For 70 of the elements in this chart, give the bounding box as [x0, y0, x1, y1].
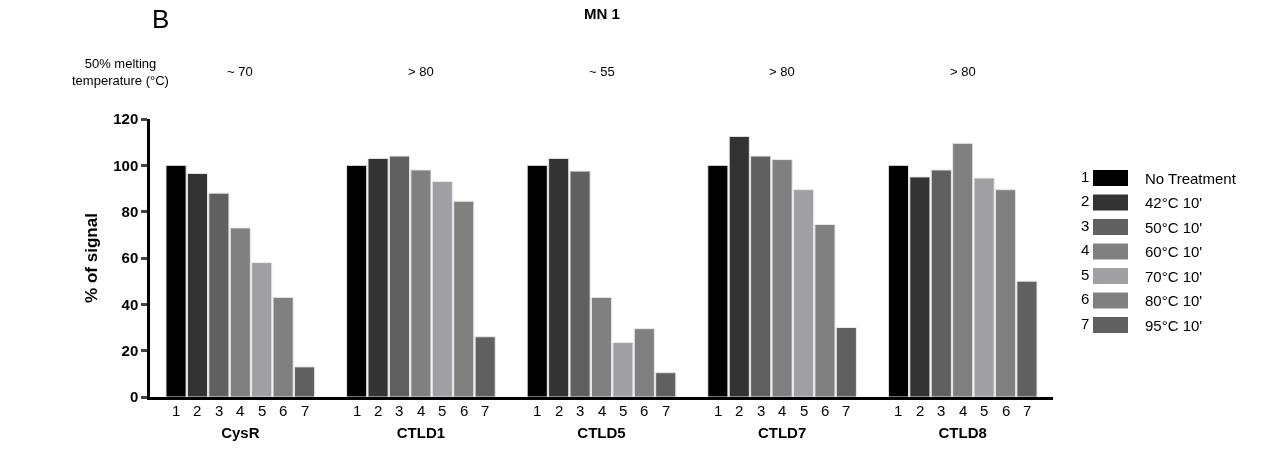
text: 50% melting temperature (°C)	[72, 56, 169, 88]
text: 3	[576, 402, 585, 419]
text: 7	[481, 402, 490, 419]
y-tick-label: 60	[121, 249, 139, 267]
text: 7	[301, 402, 310, 419]
text: 2	[1081, 192, 1090, 209]
text: 5	[980, 402, 989, 419]
legend-label: 80°C 10'	[1145, 292, 1203, 309]
text: > 80	[408, 64, 434, 79]
text: 1	[894, 402, 903, 419]
text: 1	[1081, 168, 1090, 185]
text: 3	[395, 402, 404, 419]
text: > 80	[950, 64, 976, 79]
text: 4	[778, 402, 787, 419]
text: 5	[1081, 266, 1090, 283]
text: 7	[662, 402, 671, 419]
x-tick-label: CTLD7	[757, 423, 807, 441]
text: 2	[735, 402, 744, 419]
x-tick-label: CysR	[221, 423, 260, 441]
text: 6	[1081, 290, 1090, 307]
text: 7	[1023, 402, 1032, 419]
text: 1	[714, 402, 723, 419]
text: > 80	[769, 64, 795, 79]
text: 2	[916, 402, 925, 419]
y-tick-label: 20	[121, 341, 139, 359]
x-tick-label: CTLD5	[577, 423, 626, 441]
y-tick-label: 40	[121, 295, 139, 313]
text: 2	[555, 402, 564, 419]
text: 7	[1081, 315, 1090, 332]
chart-title: MN 1	[584, 5, 620, 22]
x-tick-label: CTLD1	[396, 423, 446, 441]
text: 3	[1081, 217, 1090, 234]
x-tick-label: CTLD8	[938, 423, 987, 441]
text: 6	[460, 402, 469, 419]
text: 5	[619, 402, 628, 419]
text: 6	[279, 402, 288, 419]
legend-label: 60°C 10'	[1145, 243, 1203, 260]
text: 6	[821, 402, 830, 419]
text: 3	[757, 402, 766, 419]
text: 5	[258, 402, 267, 419]
y-tick-label: 100	[113, 156, 139, 174]
y-tick-label: 120	[113, 110, 139, 128]
text: 4	[959, 402, 968, 419]
legend-label: 42°C 10'	[1145, 194, 1203, 211]
text: 1	[172, 402, 181, 419]
text: 6	[1002, 402, 1011, 419]
text: 1	[533, 402, 542, 419]
legend-label: 50°C 10'	[1145, 219, 1203, 236]
y-tick-label: 80	[121, 202, 139, 220]
text: 5	[438, 402, 447, 419]
text: 2	[193, 402, 202, 419]
text: 4	[417, 402, 426, 419]
legend-label: 95°C 10'	[1145, 317, 1203, 334]
text: 7	[842, 402, 851, 419]
text: ~ 70	[227, 64, 253, 79]
text: 4	[598, 402, 607, 419]
y-tick-label: 0	[129, 388, 139, 406]
text: 2	[374, 402, 383, 419]
text: 5	[800, 402, 809, 419]
text: B	[152, 4, 170, 34]
legend-label: 70°C 10'	[1145, 268, 1203, 285]
legend-label: No Treatment	[1145, 170, 1237, 187]
text: 1	[353, 402, 362, 419]
text: ~ 55	[589, 64, 615, 79]
text: 3	[215, 402, 224, 419]
text: 4	[236, 402, 245, 419]
text: 4	[1081, 241, 1090, 258]
text: 3	[937, 402, 946, 419]
text: 6	[640, 402, 649, 419]
y-axis-title: % of signal	[81, 213, 101, 303]
